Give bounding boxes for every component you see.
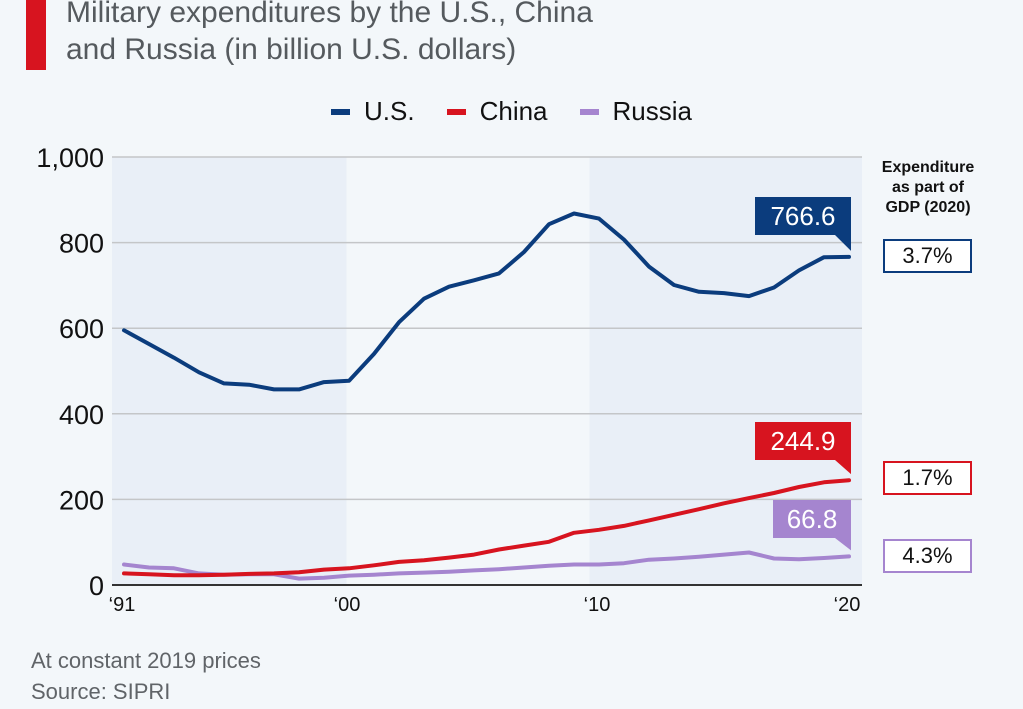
- footer-source: Source: SIPRI: [31, 679, 171, 704]
- end-label-text: 244.9: [770, 426, 835, 456]
- legend-item-russia: Russia: [579, 96, 692, 127]
- legend-swatch-china: [446, 108, 466, 115]
- chart-title: Military expenditures by the U.S., China…: [66, 0, 593, 66]
- gdp-box-china: 1.7%: [883, 461, 972, 495]
- footer-note: At constant 2019 prices: [31, 648, 261, 673]
- y-tick-label: 800: [59, 229, 104, 259]
- x-tick-label: ‘91: [109, 594, 136, 616]
- y-tick-label: 0: [89, 571, 104, 601]
- legend-label-china: China: [479, 96, 548, 126]
- end-label-box: [755, 197, 851, 251]
- x-tick-label: ‘00: [334, 594, 361, 616]
- gdp-heading-line-2: as part of: [891, 179, 964, 196]
- x-tick-label: ‘20: [834, 594, 861, 616]
- gdp-heading-line-3: GDP (2020): [885, 199, 971, 216]
- end-label-russia: 66.8: [773, 500, 851, 551]
- legend-swatch-us: [331, 108, 350, 115]
- legend: U.S. China Russia: [0, 96, 1023, 127]
- gdp-box-russia: 4.3%: [883, 539, 972, 573]
- legend-item-china: China: [446, 96, 548, 127]
- legend-label-russia: Russia: [612, 96, 692, 126]
- end-label-box: [773, 500, 851, 551]
- end-label-box: [755, 422, 851, 475]
- y-tick-label: 600: [59, 314, 104, 344]
- title-accent-bar: [26, 0, 46, 70]
- gdp-heading-line-1: Expenditure: [881, 159, 975, 176]
- y-tick-label: 1,000: [36, 143, 104, 173]
- y-tick-label: 200: [59, 485, 104, 515]
- end-label-china: 244.9: [755, 422, 851, 475]
- y-tick-label: 400: [59, 400, 104, 430]
- gdp-box-us: 3.7%: [883, 239, 972, 273]
- shaded-band: [112, 157, 347, 585]
- footer: At constant 2019 prices Source: SIPRI: [31, 645, 261, 707]
- series-line-china: [122, 478, 851, 578]
- legend-label-us: U.S.: [364, 96, 415, 126]
- gdp-heading: Expenditure as part of GDP (2020): [858, 158, 998, 218]
- legend-swatch-russia: [579, 108, 599, 115]
- x-tick-label: ‘10: [584, 594, 611, 616]
- end-label-text: 766.6: [770, 201, 835, 231]
- legend-item-us: U.S.: [331, 96, 415, 127]
- end-label-us: 766.6: [755, 197, 851, 251]
- end-label-text: 66.8: [787, 504, 838, 534]
- series-line-us: [122, 211, 851, 392]
